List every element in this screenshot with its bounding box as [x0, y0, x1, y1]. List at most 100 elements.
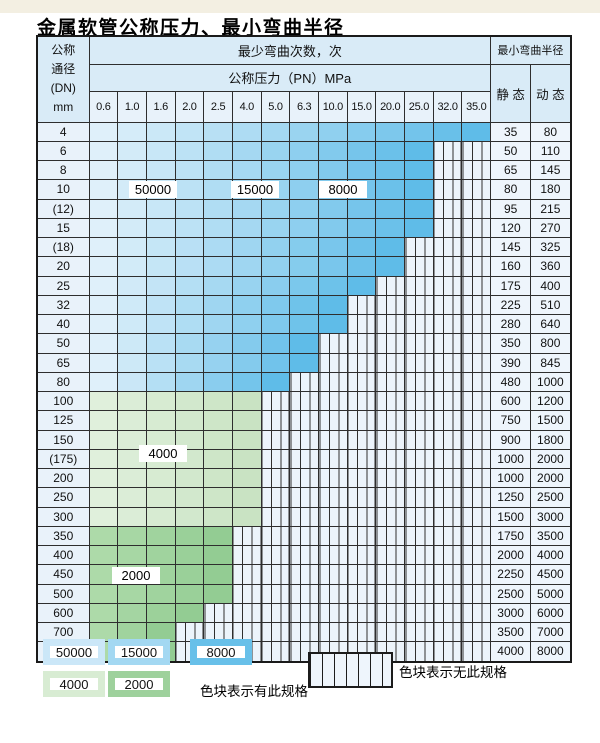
table-row: (12) 95 215: [36, 198, 572, 219]
dynamic-radius-cell: 640: [530, 313, 572, 335]
spec-cell: [88, 121, 119, 142]
pressure-tick: 6.3: [289, 90, 319, 123]
static-radius-cell: 600: [490, 390, 532, 412]
spec-cell: [117, 506, 147, 527]
static-radius-cell: 50: [490, 140, 532, 162]
static-radius-cell: 120: [490, 217, 532, 239]
spec-cell: [289, 236, 319, 258]
nospec-cell: [375, 487, 406, 508]
nospec-cell: [318, 467, 348, 489]
dynamic-radius-cell: 80: [530, 121, 572, 142]
nospec-cell: [404, 352, 434, 373]
spec-cell: [318, 256, 348, 277]
spec-cell: [174, 506, 205, 527]
spec-cell: [88, 236, 119, 258]
nospec-cell: [461, 275, 492, 296]
legend-swatch: 50000: [43, 639, 105, 665]
nospec-cell: [346, 371, 377, 393]
spec-cell: [231, 506, 262, 527]
nospec-cell: [432, 448, 463, 470]
table-row: 100 600 1200: [36, 390, 572, 412]
spec-cell: [174, 159, 205, 181]
nospec-cell: [404, 602, 434, 624]
nospec-cell: [203, 621, 233, 643]
nospec-cell: [461, 390, 492, 412]
nospec-cell: [404, 487, 434, 508]
nospec-cell: [318, 448, 348, 470]
spec-cell: [174, 236, 205, 258]
spec-cell: [318, 236, 348, 258]
static-radius-cell: 1500: [490, 506, 532, 527]
spec-cell: [174, 333, 205, 354]
nospec-cell: [404, 275, 434, 296]
table-row: 350 1750 3500: [36, 525, 572, 547]
spec-cell: [231, 371, 262, 393]
spec-cell: [117, 352, 147, 373]
nospec-cell: [318, 371, 348, 393]
spec-cell: [203, 256, 233, 277]
spec-cell: [289, 121, 319, 142]
nospec-cell: [432, 641, 463, 662]
static-radius-cell: 1750: [490, 525, 532, 547]
spec-cell: [375, 121, 406, 142]
table-row: 4 35 80: [36, 121, 572, 142]
spec-cell: [174, 371, 205, 393]
nospec-cell: [404, 410, 434, 431]
table-row: 6 50 110: [36, 140, 572, 162]
spec-cell: [203, 159, 233, 181]
nospec-cell: [404, 467, 434, 489]
nospec-cell: [432, 602, 463, 624]
spec-cell: [404, 140, 434, 162]
spec-cell: [117, 275, 147, 296]
spec-cell: [117, 487, 147, 508]
dn-cell: 50: [36, 333, 90, 354]
spec-cell: [145, 467, 176, 489]
spec-cell: [318, 121, 348, 142]
static-radius-cell: 65: [490, 159, 532, 181]
pressure-tick: 0.6: [88, 90, 119, 123]
nospec-cell: [461, 352, 492, 373]
nospec-cell: [346, 352, 377, 373]
nospec-cell: [231, 544, 262, 566]
spec-cell: [346, 159, 377, 181]
nospec-cell: [461, 159, 492, 181]
nospec-cell: [346, 506, 377, 527]
table-row: 65 390 845: [36, 352, 572, 373]
nospec-cell: [318, 333, 348, 354]
cycle-count-label: 8000: [319, 181, 367, 198]
nospec-cell: [432, 583, 463, 604]
spec-cell: [203, 140, 233, 162]
dynamic-radius-cell: 8000: [530, 641, 572, 662]
nospec-cell: [461, 583, 492, 604]
nospec-cell: [289, 525, 319, 547]
spec-cell: [174, 602, 205, 624]
nospec-cell: [289, 583, 319, 604]
nospec-cell: [375, 333, 406, 354]
nospec-cell: [461, 506, 492, 527]
dn-cell: (12): [36, 198, 90, 219]
spec-cell: [88, 140, 119, 162]
nospec-cell: [461, 410, 492, 431]
spec-cell: [174, 121, 205, 142]
spec-cell: [289, 159, 319, 181]
nospec-cell: [432, 294, 463, 316]
dn-cell: 20: [36, 256, 90, 277]
pressure-header: 公称压力（PN）MPa: [88, 63, 492, 92]
static-radius-cell: 2000: [490, 544, 532, 566]
dynamic-radius-cell: 3500: [530, 525, 572, 547]
spec-cell: [231, 159, 262, 181]
spec-cell: [174, 583, 205, 604]
nospec-cell: [289, 602, 319, 624]
spec-cell: [231, 217, 262, 239]
spec-cell: [145, 410, 176, 431]
dn-cell: 15: [36, 217, 90, 239]
dynamic-radius-cell: 400: [530, 275, 572, 296]
nospec-cell: [260, 390, 291, 412]
spec-cell: [117, 313, 147, 335]
spec-cell: [145, 429, 176, 450]
spec-cell: [117, 256, 147, 277]
spec-cell: [404, 159, 434, 181]
nospec-cell: [346, 429, 377, 450]
dn-cell: (18): [36, 236, 90, 258]
